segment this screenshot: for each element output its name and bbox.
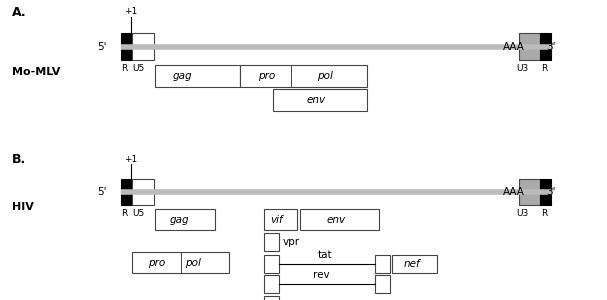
Text: 3': 3' [546, 187, 556, 197]
Text: 5': 5' [97, 187, 106, 197]
Text: pol: pol [185, 257, 201, 268]
Bar [519, 33, 540, 60]
Text: A.: A. [12, 6, 27, 19]
Text: B.: B. [12, 153, 26, 166]
Bar [240, 64, 367, 87]
Bar [264, 255, 279, 273]
Bar [540, 33, 551, 60]
Text: R: R [541, 209, 547, 218]
Bar [132, 252, 229, 273]
Text: vpr: vpr [282, 237, 299, 248]
Text: 3': 3' [546, 41, 556, 52]
Text: rev: rev [313, 271, 330, 281]
Text: Mo-MLV: Mo-MLV [12, 67, 61, 77]
Text: +1: +1 [124, 8, 137, 16]
Text: R: R [541, 64, 547, 73]
Bar [273, 89, 367, 111]
Bar [392, 255, 437, 273]
Text: nef: nef [403, 259, 420, 269]
Text: vif: vif [271, 215, 283, 225]
Text: pol: pol [317, 71, 333, 81]
Text: AAA: AAA [503, 41, 525, 52]
Bar [121, 179, 132, 205]
Text: +1: +1 [124, 154, 137, 164]
Text: HIV: HIV [12, 202, 34, 212]
Bar [264, 274, 279, 292]
Bar [264, 296, 279, 300]
Text: U5: U5 [132, 209, 144, 218]
Text: R: R [121, 209, 127, 218]
Text: 5': 5' [97, 41, 106, 52]
Bar [155, 64, 240, 87]
Text: AAA: AAA [503, 187, 525, 197]
Text: env: env [306, 95, 325, 105]
Bar [264, 233, 279, 251]
Text: pro: pro [259, 71, 276, 81]
Bar [121, 33, 132, 60]
Text: U3: U3 [516, 64, 528, 73]
Text: env: env [326, 215, 345, 225]
Text: tat: tat [317, 250, 332, 260]
Bar [264, 209, 297, 230]
Bar [132, 179, 154, 205]
Text: gag: gag [172, 71, 192, 81]
Bar [540, 179, 551, 205]
Text: U3: U3 [516, 209, 528, 218]
Text: pro: pro [148, 257, 165, 268]
Text: U5: U5 [132, 64, 144, 73]
Bar [375, 255, 390, 273]
Bar [132, 33, 154, 60]
Text: R: R [121, 64, 127, 73]
Bar [300, 209, 379, 230]
Bar [519, 179, 540, 205]
Text: gag: gag [169, 215, 189, 225]
Bar [375, 274, 390, 292]
Bar [155, 209, 215, 230]
